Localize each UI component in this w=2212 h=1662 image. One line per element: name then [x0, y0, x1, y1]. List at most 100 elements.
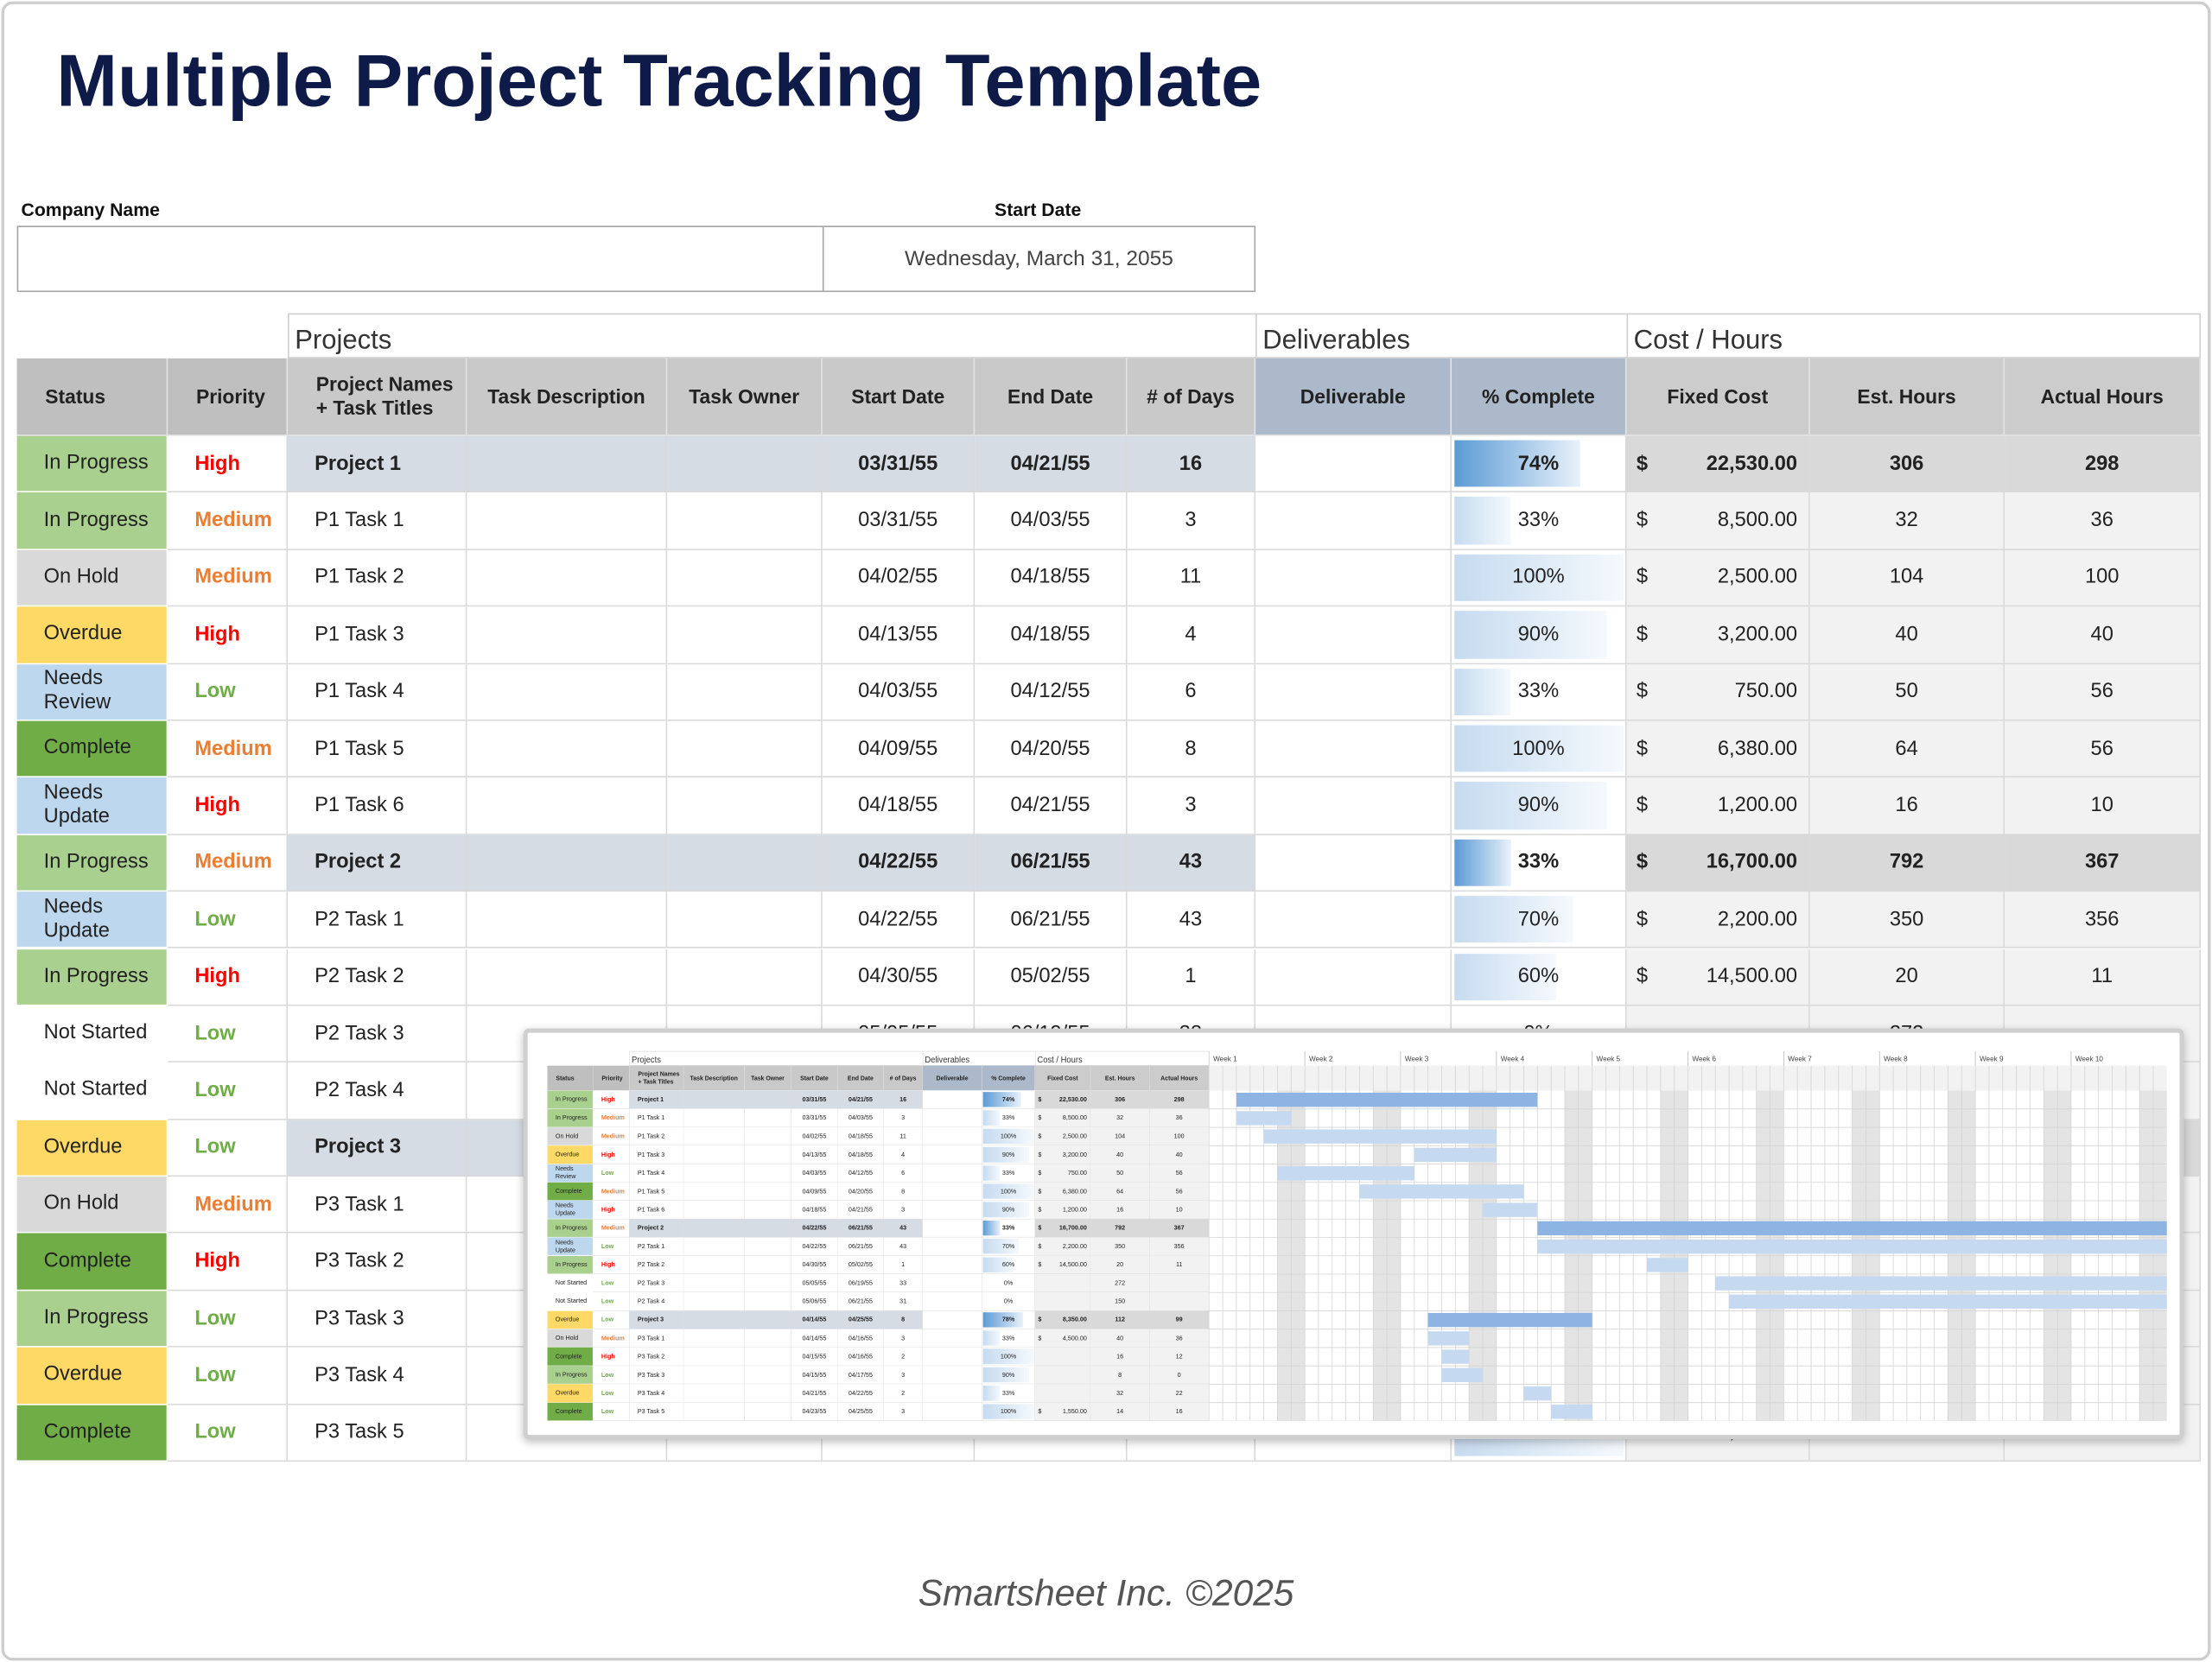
name-cell: P1 Task 4 [629, 1164, 684, 1183]
description-cell [683, 1219, 745, 1238]
deliverable-cell [1255, 606, 1452, 664]
priority-cell: Medium [168, 720, 289, 778]
complete-label: 70% [1001, 1242, 1015, 1251]
est-hours: 14 [1116, 1407, 1124, 1416]
task-name: P1 Task 6 [315, 794, 404, 817]
column-header: Est. Hours [1809, 358, 2005, 436]
est-hours: 150 [1115, 1297, 1126, 1305]
complete-bar [982, 1183, 1034, 1199]
name-cell: Project 1 [288, 435, 467, 493]
description-cell [467, 663, 668, 721]
gantt-bar [1537, 1239, 2167, 1254]
start-cell: 03/31/55 [822, 435, 976, 493]
status: In Progress [43, 451, 149, 475]
priority: High [194, 452, 240, 475]
cost-cell: $6,380.00 [1034, 1182, 1091, 1202]
currency: $ [1038, 1151, 1042, 1158]
actual-hours: 356 [2084, 908, 2120, 931]
end-date: 04/18/55 [848, 1151, 873, 1158]
status: In Progress [43, 1306, 149, 1329]
end-date: 04/25/55 [848, 1407, 873, 1416]
priority-cell: Low [593, 1237, 630, 1256]
priority-cell: Low [593, 1273, 630, 1293]
description-cell [683, 1145, 745, 1164]
cost-cell [1034, 1273, 1091, 1293]
owner-cell [667, 435, 823, 493]
owner-cell [744, 1292, 791, 1311]
days-cell: 3 [1127, 492, 1256, 550]
start-date: 03/31/55 [802, 1113, 827, 1122]
status-cell: In Progress [547, 1108, 594, 1128]
start-cell: 04/18/55 [791, 1201, 838, 1220]
task-name: P1 Task 1 [315, 509, 404, 532]
end-cell: 04/18/55 [837, 1145, 884, 1164]
column-header: Deliverable [922, 1065, 982, 1091]
status-cell: On Hold [547, 1329, 594, 1348]
actual-hours: 99 [1175, 1316, 1183, 1324]
priority-cell: Medium [168, 1177, 289, 1234]
start-date: 04/22/55 [858, 908, 938, 931]
name-cell: Project 1 [629, 1090, 684, 1109]
column-header-line: Project Names [638, 1069, 680, 1078]
fixed-cost: 22,530.00 [1706, 452, 1798, 475]
complete-label: 33% [1517, 851, 1560, 874]
column-header: Fixed Cost [1626, 358, 1810, 436]
priority: Low [194, 1307, 236, 1330]
cost-cell: $8,350.00 [1034, 1310, 1091, 1329]
complete-bar [1454, 497, 1510, 545]
days: 4 [1185, 623, 1197, 646]
fixed-cost: 3,200.00 [1062, 1151, 1087, 1158]
start-cell: 04/03/55 [822, 663, 976, 721]
est-hours: 40 [1116, 1151, 1124, 1158]
start-date: 04/22/55 [802, 1242, 827, 1251]
actual-hours: 298 [1173, 1095, 1185, 1104]
end-date: 06/19/55 [848, 1279, 873, 1287]
description-cell [467, 948, 668, 1006]
days-cell: 31 [883, 1292, 923, 1311]
deliverable-cell [1255, 777, 1452, 835]
status-cell: Needs Review [16, 663, 168, 721]
priority-cell: High [593, 1347, 630, 1367]
start-date: 04/18/55 [802, 1206, 827, 1214]
actual-hours: 36 [1175, 1334, 1183, 1342]
est-cell: 272 [1090, 1273, 1150, 1293]
end-cell: 04/03/55 [837, 1108, 884, 1128]
days-cell: 43 [1127, 891, 1256, 949]
column-header-text: Actual Hours [2040, 384, 2164, 409]
end-date: 04/20/55 [1010, 737, 1090, 760]
complete-label: 33% [1001, 1224, 1015, 1232]
actual-hours: 10 [2090, 794, 2113, 817]
complete-bar [982, 1257, 1014, 1272]
est-hours: 20 [1895, 965, 1918, 988]
actual-hours: 56 [2090, 680, 2113, 703]
column-header: Status [16, 358, 168, 436]
priority: Low [601, 1389, 614, 1397]
actual-cell: 367 [2005, 834, 2202, 892]
actual-hours: 56 [1175, 1169, 1183, 1177]
footer: Smartsheet Inc. ©2025 [918, 1571, 1294, 1614]
status: On Hold [43, 565, 119, 589]
status: On Hold [555, 1132, 579, 1140]
priority: Low [601, 1279, 614, 1287]
status: In Progress [555, 1371, 588, 1379]
owner-cell [744, 1201, 791, 1220]
status: Overdue [43, 1363, 123, 1386]
end-cell: 04/16/55 [837, 1347, 884, 1367]
complete-bar [1454, 839, 1510, 886]
end-cell: 04/18/55 [975, 606, 1128, 664]
complete-label: 90% [1001, 1151, 1015, 1158]
status: Not Started [555, 1278, 588, 1287]
column-header-text: # of Days [1147, 384, 1235, 409]
est-cell: 306 [1809, 435, 2005, 493]
status-cell: Complete [547, 1182, 594, 1202]
fixed-cost: 2,200.00 [1717, 908, 1798, 931]
actual-cell: 56 [1149, 1182, 1210, 1202]
complete-label: 90% [1517, 794, 1560, 817]
deliverable-cell [922, 1347, 982, 1367]
days: 4 [901, 1151, 906, 1158]
currency: $ [1636, 680, 1649, 703]
column-header-text: Est. Hours [1104, 1074, 1135, 1082]
column-header: % Complete [1452, 358, 1627, 436]
gantt-bar [1523, 1386, 1552, 1401]
task-name: P2 Task 2 [637, 1260, 665, 1269]
